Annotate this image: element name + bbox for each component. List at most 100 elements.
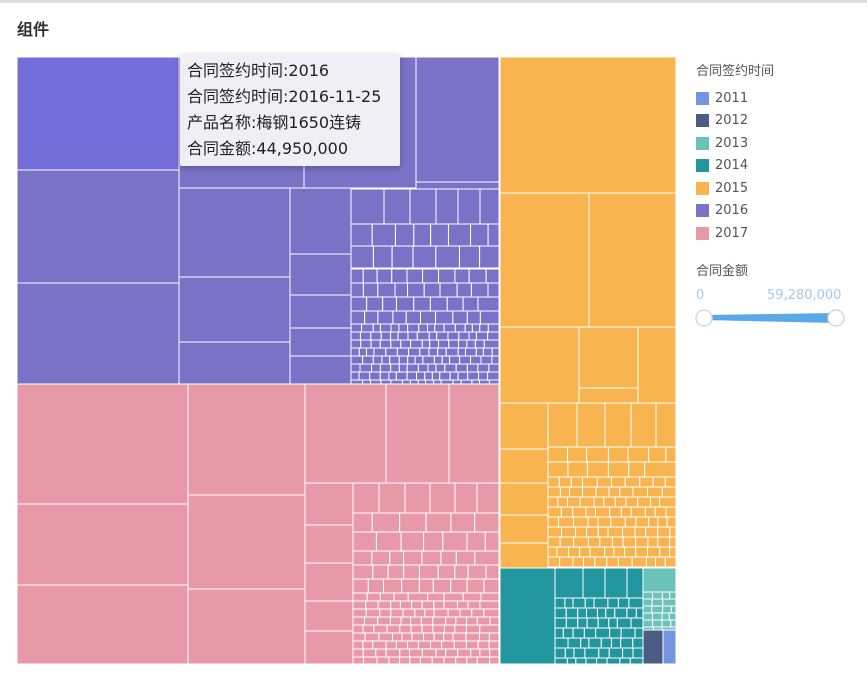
treemap-leaf-2017[interactable] bbox=[352, 592, 368, 602]
treemap-leaf-2017[interactable] bbox=[466, 624, 481, 634]
treemap-leaf-2016[interactable] bbox=[178, 276, 291, 343]
treemap-leaf-2017[interactable] bbox=[352, 482, 380, 514]
treemap-leaf-2015[interactable] bbox=[610, 476, 626, 488]
treemap-leaf-2017[interactable] bbox=[474, 550, 500, 566]
treemap-leaf-2017[interactable] bbox=[489, 648, 500, 658]
treemap-leaf-2017[interactable] bbox=[379, 608, 392, 618]
treemap-leaf-2014[interactable] bbox=[554, 597, 566, 609]
treemap-leaf-2017[interactable] bbox=[479, 600, 500, 610]
treemap-leaf-2015[interactable] bbox=[657, 526, 671, 538]
treemap-leaf-2016[interactable] bbox=[350, 355, 364, 365]
treemap-leaf-2015[interactable] bbox=[631, 556, 647, 568]
treemap-leaf-2015[interactable] bbox=[579, 546, 591, 558]
treemap-leaf-2014[interactable] bbox=[573, 647, 586, 659]
treemap-leaf-2017[interactable] bbox=[403, 564, 420, 580]
treemap-leaf-2016[interactable] bbox=[407, 282, 425, 298]
treemap-leaf-2017[interactable] bbox=[304, 562, 354, 602]
treemap-leaf-2013[interactable] bbox=[642, 605, 653, 614]
treemap-leaf-2017[interactable] bbox=[489, 656, 500, 665]
treemap-leaf-2016[interactable] bbox=[400, 339, 412, 349]
treemap-leaf-2015[interactable] bbox=[567, 496, 581, 508]
treemap-leaf-2016[interactable] bbox=[457, 339, 468, 349]
treemap-leaf-2016[interactable] bbox=[455, 363, 468, 373]
treemap-leaf-2015[interactable] bbox=[597, 516, 612, 528]
treemap-leaf-2015[interactable] bbox=[566, 446, 588, 463]
treemap-leaf-2016[interactable] bbox=[16, 169, 180, 284]
treemap-leaf-2016[interactable] bbox=[395, 371, 408, 381]
treemap-leaf-2016[interactable] bbox=[407, 323, 420, 333]
treemap-leaf-2016[interactable] bbox=[468, 331, 477, 341]
treemap-leaf-2017[interactable] bbox=[377, 600, 392, 610]
treemap-leaf-2015[interactable] bbox=[630, 402, 657, 448]
treemap-leaf-2015[interactable] bbox=[635, 536, 649, 548]
treemap-leaf-2016[interactable] bbox=[487, 223, 500, 247]
treemap-leaf-2016[interactable] bbox=[362, 379, 372, 385]
treemap-leaf-2017[interactable] bbox=[385, 383, 450, 484]
treemap-leaf-2015[interactable] bbox=[657, 516, 668, 528]
legend-item-2015[interactable]: 2015 bbox=[696, 177, 774, 200]
treemap-leaf-2017[interactable] bbox=[442, 531, 468, 552]
treemap-leaf-2016[interactable] bbox=[491, 355, 500, 365]
treemap-leaf-2016[interactable] bbox=[429, 296, 448, 312]
treemap-leaf-2017[interactable] bbox=[455, 550, 476, 566]
treemap-leaf-2017[interactable] bbox=[352, 512, 373, 533]
treemap-leaf-2015[interactable] bbox=[558, 476, 572, 488]
treemap-leaf-2015[interactable] bbox=[625, 496, 639, 508]
treemap-leaf-2017[interactable] bbox=[479, 624, 500, 634]
treemap-leaf-2016[interactable] bbox=[467, 371, 480, 381]
treemap-leaf-2017[interactable] bbox=[466, 531, 486, 552]
treemap-leaf-2017[interactable] bbox=[411, 600, 423, 610]
treemap-leaf-2016[interactable] bbox=[371, 363, 381, 373]
treemap-leaf-2015[interactable] bbox=[610, 516, 626, 528]
treemap-leaf-2015[interactable] bbox=[547, 516, 560, 528]
treemap-leaf-2017[interactable] bbox=[304, 482, 354, 526]
treemap-leaf-2017[interactable] bbox=[427, 592, 445, 602]
treemap-leaf-2016[interactable] bbox=[452, 379, 462, 385]
treemap-leaf-2014[interactable] bbox=[629, 657, 644, 665]
treemap-leaf-2016[interactable] bbox=[362, 268, 378, 284]
legend-item-2011[interactable]: 2011 bbox=[696, 87, 774, 110]
treemap-leaf-2017[interactable] bbox=[425, 512, 452, 533]
treemap-leaf-2014[interactable] bbox=[575, 657, 587, 665]
treemap-leaf-2017[interactable] bbox=[371, 550, 391, 566]
treemap-leaf-2015[interactable] bbox=[589, 546, 606, 558]
treemap-leaf-2017[interactable] bbox=[388, 656, 401, 665]
treemap-leaf-2017[interactable] bbox=[410, 616, 422, 626]
treemap-leaf-2016[interactable] bbox=[419, 347, 430, 357]
treemap-leaf-2016[interactable] bbox=[430, 223, 449, 247]
treemap-leaf-2017[interactable] bbox=[450, 512, 476, 533]
treemap-leaf-2016[interactable] bbox=[485, 268, 500, 284]
treemap-leaf-2017[interactable] bbox=[389, 550, 405, 566]
treemap-leaf-2016[interactable] bbox=[444, 363, 457, 373]
treemap-leaf-2017[interactable] bbox=[433, 608, 449, 618]
treemap-leaf-2015[interactable] bbox=[559, 556, 574, 568]
treemap-leaf-2017[interactable] bbox=[187, 494, 306, 590]
treemap-leaf-2017[interactable] bbox=[401, 578, 420, 594]
treemap-leaf-2016[interactable] bbox=[447, 223, 472, 247]
treemap-leaf-2016[interactable] bbox=[478, 379, 490, 385]
treemap-leaf-2017[interactable] bbox=[459, 608, 473, 618]
range-handle-max[interactable] bbox=[827, 309, 845, 327]
treemap-leaf-2015[interactable] bbox=[547, 402, 578, 448]
treemap-leaf-2017[interactable] bbox=[443, 600, 458, 610]
treemap-leaf-2016[interactable] bbox=[379, 363, 392, 373]
treemap-leaf-2015[interactable] bbox=[599, 536, 613, 548]
treemap-leaf-2017[interactable] bbox=[424, 608, 435, 618]
treemap-leaf-2015[interactable] bbox=[654, 506, 667, 518]
treemap-leaf-2016[interactable] bbox=[479, 245, 500, 269]
treemap-leaf-2015[interactable] bbox=[582, 476, 598, 488]
treemap-leaf-2017[interactable] bbox=[367, 578, 385, 594]
treemap-leaf-2013[interactable] bbox=[670, 605, 677, 614]
treemap-leaf-2016[interactable] bbox=[416, 371, 426, 381]
treemap-leaf-2014[interactable] bbox=[554, 647, 566, 659]
treemap-leaf-2017[interactable] bbox=[466, 578, 485, 594]
range-slider[interactable] bbox=[690, 303, 860, 333]
treemap-leaf-2017[interactable] bbox=[476, 616, 491, 626]
treemap-leaf-2013[interactable] bbox=[642, 612, 653, 621]
treemap-leaf-2017[interactable] bbox=[404, 482, 431, 514]
treemap-leaf-2015[interactable] bbox=[547, 546, 558, 558]
treemap-leaf-2017[interactable] bbox=[432, 578, 452, 594]
treemap-leaf-2016[interactable] bbox=[447, 331, 460, 341]
treemap-leaf-2015[interactable] bbox=[547, 496, 559, 508]
treemap-leaf-2017[interactable] bbox=[399, 512, 427, 533]
